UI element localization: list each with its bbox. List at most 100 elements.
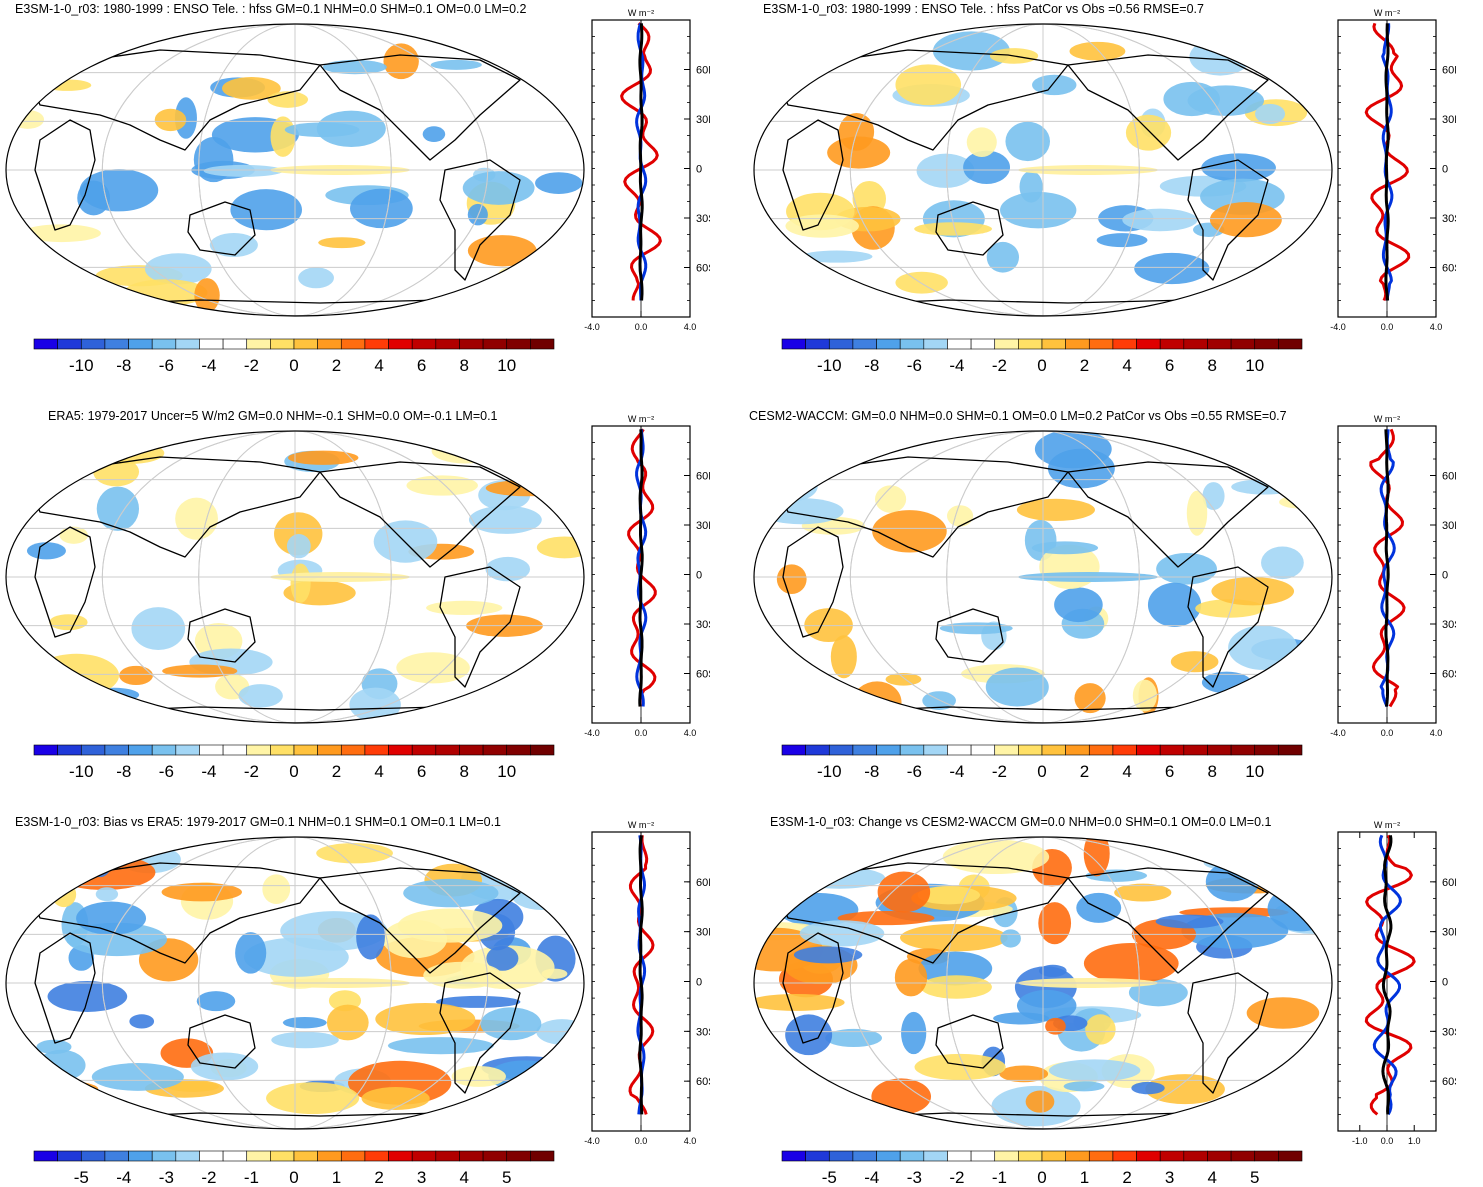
colorbar-cell — [1183, 338, 1208, 350]
colorbar-cell — [970, 744, 996, 756]
anomaly-patch — [1034, 431, 1112, 469]
zonal-obs-curve — [636, 835, 647, 1115]
zonal-xtick-label: -4.0 — [584, 1136, 600, 1146]
panel-1-map — [5, 23, 585, 317]
zonal-units-label: W m⁻² — [628, 414, 654, 424]
anomaly-patch — [129, 1014, 155, 1029]
map-border — [753, 23, 1333, 317]
coastline — [29, 456, 321, 558]
anomaly-patch — [877, 871, 931, 913]
zonal-xtick-label: 0.0 — [1381, 1136, 1394, 1146]
panel-6-map — [753, 836, 1333, 1130]
anomaly-patch — [266, 1082, 360, 1115]
map-border — [5, 23, 585, 317]
anomaly-patch — [74, 274, 97, 316]
anomaly-patch — [43, 79, 92, 91]
colorbar-cell — [270, 1150, 295, 1162]
colorbar-cell — [246, 744, 271, 756]
anomaly-patch — [785, 1014, 833, 1056]
meridian-gridline — [101, 24, 489, 316]
colorbar-cell — [899, 1150, 925, 1162]
zonal-diff-curve — [638, 835, 644, 1115]
panel-5-title: E3SM-1-0_r03: Bias vs ERA5: 1979-2017 GM… — [15, 815, 501, 829]
coastline — [439, 566, 521, 688]
colorbar-cell — [151, 744, 177, 756]
colorbar-cell — [57, 338, 82, 350]
anomaly-patch — [322, 59, 387, 75]
anomaly-patch — [754, 443, 817, 454]
colorbar-tick-label: 0 — [289, 356, 298, 375]
map-border — [753, 430, 1333, 724]
colorbar-cell — [175, 1150, 200, 1162]
colorbar-cell — [1183, 744, 1208, 756]
anomaly-patch — [89, 687, 140, 702]
colorbar-tick-label: -1 — [244, 1168, 259, 1186]
colorbar-cell — [828, 1150, 854, 1162]
coastline — [935, 1014, 1004, 1069]
colorbar-cell — [1207, 1150, 1232, 1162]
zonal-xtick-label: 4.0 — [1430, 728, 1443, 738]
colorbar-cell — [482, 1150, 508, 1162]
coastline — [29, 49, 321, 151]
anomaly-patch — [286, 534, 311, 559]
colorbar-cell — [317, 1150, 342, 1162]
anomaly-patch — [810, 280, 860, 294]
colorbar-tick-label: 4 — [374, 762, 383, 781]
anomaly-patch — [1156, 552, 1217, 585]
coastline — [777, 456, 1069, 558]
colorbar-cell — [151, 338, 177, 350]
colorbar-tick-label: 6 — [417, 762, 426, 781]
coastline — [777, 49, 1069, 151]
anomaly-patch — [1083, 942, 1179, 984]
anomaly-patch — [403, 878, 499, 908]
anomaly-patch — [96, 486, 140, 531]
meridian-gridline — [101, 431, 489, 723]
anomaly-patch — [282, 1016, 327, 1029]
zonal-xtick-label: -4.0 — [584, 322, 600, 332]
anomaly-patch — [762, 470, 818, 502]
colorbar-cell — [1088, 338, 1114, 350]
colorbar-cell — [1254, 1150, 1279, 1162]
anomaly-patch — [917, 885, 981, 905]
colorbar-cell — [104, 1150, 129, 1162]
anomaly-patch — [759, 498, 844, 525]
colorbar-tick-label: -4 — [949, 356, 964, 375]
coastline — [319, 461, 521, 568]
map-border — [753, 836, 1333, 1130]
colorbar-cell — [246, 1150, 271, 1162]
zonal-xtick-label: -1.0 — [1352, 1136, 1368, 1146]
colorbar-cell — [128, 1150, 153, 1162]
zonal-xtick-label: -4.0 — [584, 728, 600, 738]
colorbar-tick-label: -5 — [822, 1168, 837, 1186]
anomaly-patch — [222, 77, 281, 100]
anomaly-patch — [966, 127, 997, 157]
colorbar-cell — [459, 744, 484, 756]
anomaly-patch — [939, 622, 1013, 635]
zonal-ytick-label: 30S — [1442, 619, 1456, 631]
coastline — [1227, 847, 1284, 879]
meridian-gridline — [198, 837, 392, 1129]
colorbar-tick-label: -3 — [907, 1168, 922, 1186]
anomaly-patch — [1085, 1014, 1116, 1045]
anomaly-patch — [1096, 233, 1148, 248]
colorbar-cell — [459, 338, 484, 350]
colorbar-tick-label: -6 — [907, 356, 922, 375]
colorbar-tick-label: -3 — [159, 1168, 174, 1186]
colorbar-cell — [923, 338, 948, 350]
colorbar-tick-label: -6 — [907, 762, 922, 781]
zonal-diff-curve — [1381, 835, 1393, 1115]
colorbar-cell — [340, 1150, 366, 1162]
anomaly-patch — [23, 250, 47, 262]
anomaly-patch — [894, 958, 928, 997]
colorbar-cell — [246, 338, 271, 350]
coastline — [777, 862, 1069, 964]
panel-6-zonal-plot: W m⁻² 60N 30N 0 30S 60S -1.0 0.0 1.0 — [1337, 820, 1456, 1146]
anomaly-patch — [318, 237, 366, 249]
zonal-ytick-label: 60S — [1442, 263, 1456, 275]
colorbar-cell — [270, 338, 295, 350]
colorbar-cell — [80, 744, 106, 756]
colorbar-cell — [435, 1150, 460, 1162]
anomaly-patch — [154, 108, 187, 132]
colorbar-tick-label: 2 — [1080, 356, 1089, 375]
meridian-gridline — [946, 837, 1140, 1129]
